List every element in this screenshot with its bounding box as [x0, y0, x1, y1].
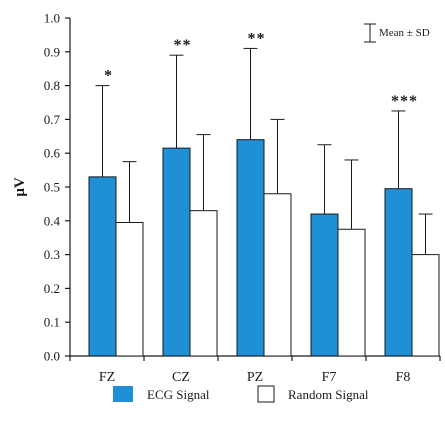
- x-tick-label-f7: F7: [322, 370, 337, 385]
- bar-ecg-pz: [236, 139, 265, 357]
- y-axis-label: μV: [12, 177, 28, 197]
- y-tick-label: 0.0: [44, 349, 60, 364]
- y-tick-label: 0.6: [44, 146, 61, 161]
- bar-random-f8: [411, 254, 440, 357]
- bar-ecg-fz: [88, 176, 117, 357]
- error-bars: [95, 47, 433, 255]
- x-tick-label-cz: CZ: [172, 370, 190, 385]
- significance-label-pz: **: [248, 30, 266, 47]
- y-tick-label: 1.0: [44, 11, 60, 26]
- y-tick-label: 0.3: [44, 247, 60, 262]
- significance-label-cz: **: [174, 37, 192, 54]
- bar-random-f7: [337, 228, 366, 357]
- bar-ecg-f8: [384, 188, 413, 357]
- legend-label-ecg: ECG Signal: [147, 387, 210, 402]
- x-tick-label-pz: PZ: [247, 370, 263, 385]
- y-tick-label: 0.5: [44, 180, 60, 195]
- x-tick-label-fz: FZ: [99, 370, 115, 385]
- legend-swatch-ecg: [113, 386, 133, 402]
- significance-label-f8: ***: [391, 93, 418, 110]
- y-tick-label: 0.7: [44, 112, 61, 127]
- y-tick-label: 0.9: [44, 44, 60, 59]
- bars: [88, 139, 440, 357]
- legend: Mean ± SD ECG Signal Random Signal: [113, 23, 430, 403]
- legend-swatch-random: [257, 385, 275, 403]
- bar-random-pz: [263, 193, 292, 357]
- sd-legend-label: Mean ± SD: [379, 27, 430, 39]
- bar-ecg-f7: [310, 213, 339, 357]
- bar-ecg-cz: [162, 147, 191, 357]
- bar-random-fz: [115, 221, 144, 357]
- bar-random-cz: [189, 210, 218, 357]
- x-tick-label-f8: F8: [396, 370, 411, 385]
- legend-label-random: Random Signal: [288, 387, 369, 402]
- y-tick-label: 0.4: [44, 213, 61, 228]
- y-tick-label: 0.8: [44, 78, 60, 93]
- y-tick-label: 0.2: [44, 281, 60, 296]
- labels: μV FZ * CZ ** PZ ** F7 F8 ***: [12, 30, 418, 385]
- y-tick-label: 0.1: [44, 315, 60, 330]
- significance-label-fz: *: [104, 68, 113, 85]
- axes: 0.0 0.1 0.2 0.3 0.4 0.5 0.6 0.7 0.8 0.9 1.0: [44, 11, 441, 364]
